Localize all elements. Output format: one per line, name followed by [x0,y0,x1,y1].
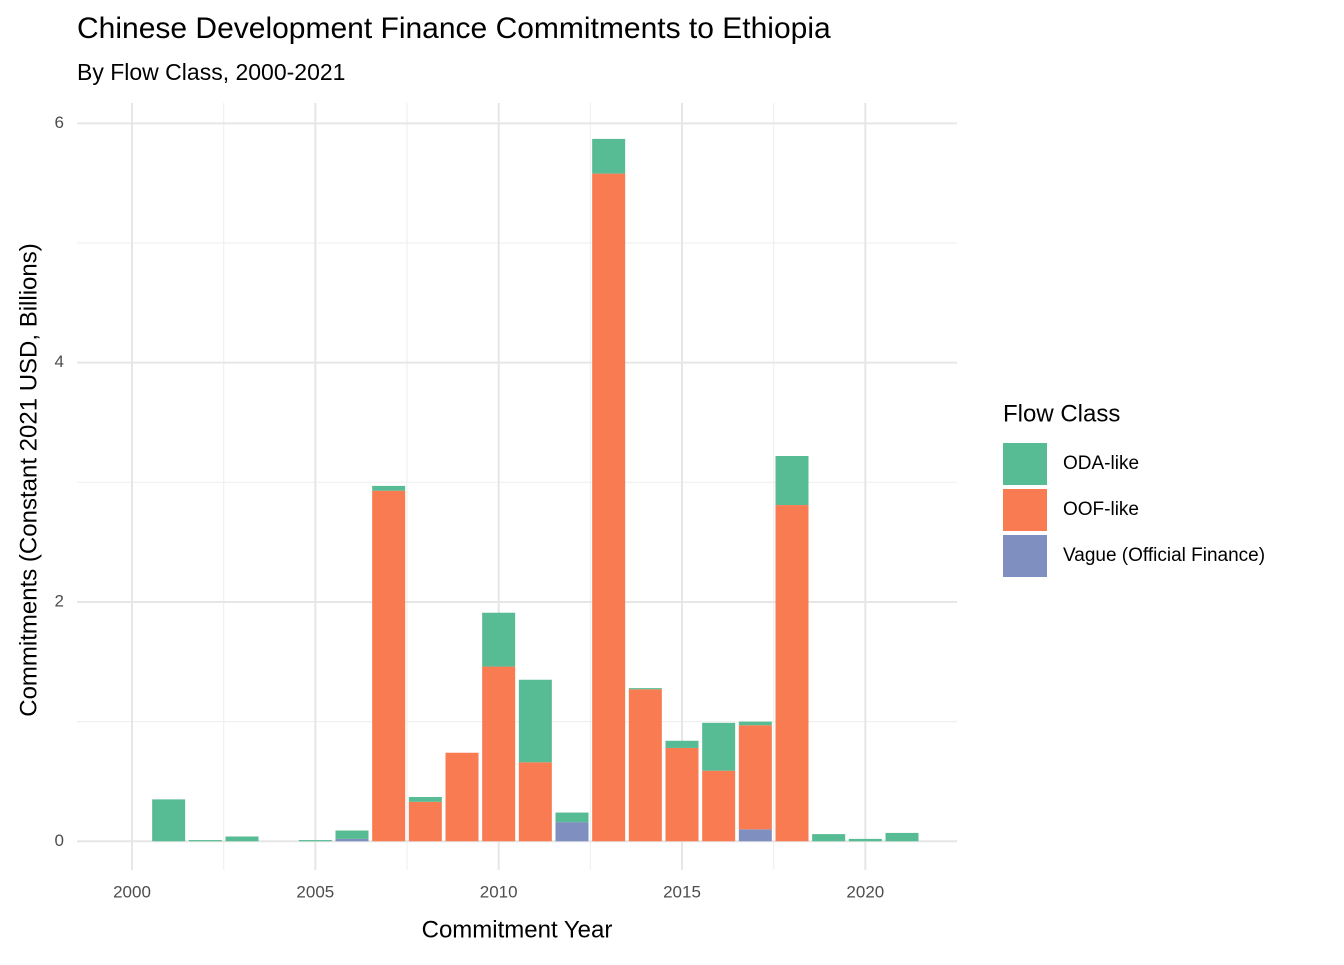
legend-key [1003,535,1047,577]
legend-label: Vague (Official Finance) [1063,545,1265,566]
y-tick-label: 0 [55,831,64,850]
y-tick-label: 2 [55,591,64,610]
x-tick-label: 2015 [663,882,701,901]
bar-segment [848,838,882,842]
bar-segment [628,689,662,842]
bar-segment [445,752,479,842]
bar-segment [738,829,772,842]
bar-segment [812,834,846,842]
bar-segment [775,455,809,506]
bar-segment [738,725,772,830]
bar-segment [518,679,552,763]
bar-segment [555,822,589,842]
chart-subtitle: By Flow Class, 2000-2021 [77,59,345,85]
bar-segment [702,770,736,842]
bar-segment [665,740,699,748]
bar-segment [592,173,626,842]
bar-segment [702,722,736,771]
x-axis-title: Commitment Year [422,916,613,943]
bar-segment [408,801,442,842]
x-tick-label: 2020 [846,882,884,901]
legend-label: ODA-like [1063,453,1139,474]
bar-segment [372,490,406,842]
bar-segment [335,830,369,839]
bar-segment [298,840,332,842]
bar-segment [188,840,222,842]
bar-segment [372,485,406,491]
y-axis-title: Commitments (Constant 2021 USD, Billions… [15,243,42,717]
bar-segment [408,797,442,802]
bar-segment [628,688,662,690]
x-tick-label: 2000 [113,882,151,901]
y-tick-label: 6 [55,113,64,132]
bar-segment [518,762,552,842]
bar-segment [482,612,516,667]
bar-segment [885,832,919,842]
legend-title: Flow Class [1003,400,1120,427]
legend-label: OOF-like [1063,499,1139,520]
legend-key [1003,489,1047,531]
legend-key [1003,443,1047,485]
bar-segment [225,836,259,842]
bar-segment [738,721,772,726]
bar-segment [665,747,699,842]
bar-segment [335,838,369,842]
x-tick-label: 2010 [480,882,518,901]
y-tick-label: 4 [55,352,64,371]
bar-segment [555,812,589,823]
bar-segment [592,138,626,174]
bar-segment [152,799,186,842]
x-tick-label: 2005 [296,882,334,901]
chart-title: Chinese Development Finance Commitments … [77,12,831,45]
bar-segment [775,505,809,842]
bar-segment [482,666,516,842]
